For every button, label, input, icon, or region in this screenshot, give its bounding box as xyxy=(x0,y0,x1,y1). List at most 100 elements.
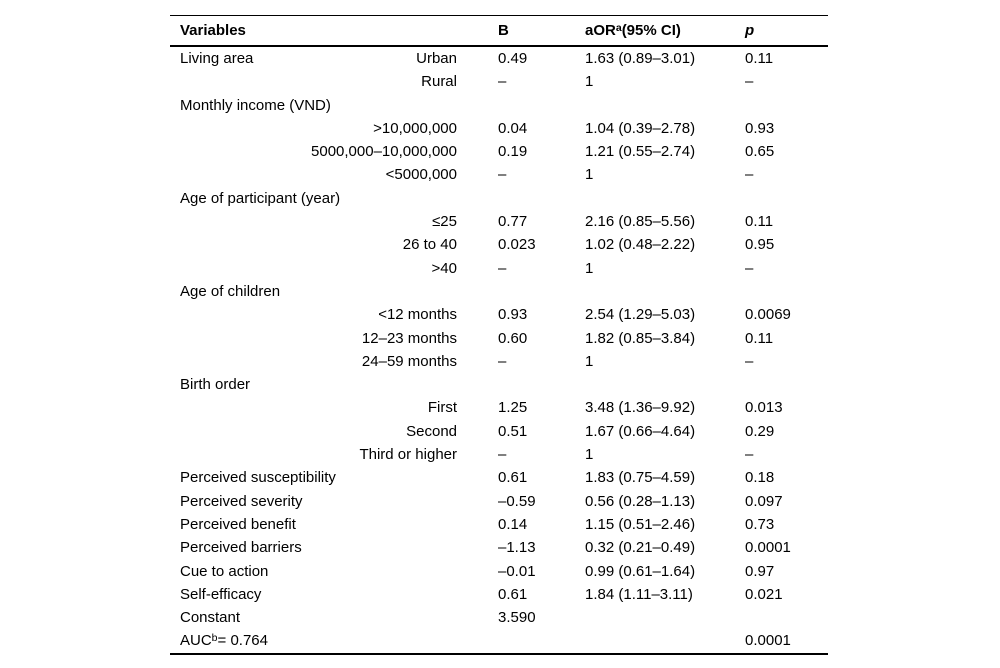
category-label: 24–59 months xyxy=(361,352,457,370)
table-row: Perceived severity –0.59 0.56 (0.28–1.13) 0… xyxy=(170,490,828,513)
variable-cell-content: >40 xyxy=(180,257,457,280)
category-label: First xyxy=(427,399,457,417)
superscript-note-a: a xyxy=(615,21,622,34)
table-row: Living area Urban 0.49 1.63 (0.89–3.01) 0.11 xyxy=(170,46,828,70)
table-row: Birth order xyxy=(170,373,828,396)
variable-cell: Perceived susceptibility xyxy=(170,466,498,489)
b-value-cell xyxy=(498,187,585,210)
b-value-cell: –0.01 xyxy=(498,562,536,580)
header-p: p xyxy=(745,15,828,47)
variable-label: Monthly income (VND) xyxy=(180,96,331,114)
p-value-cell: 0.93 xyxy=(745,119,775,137)
aor-value-cell: 1 xyxy=(585,166,594,184)
table-row: Age of participant (year) xyxy=(170,187,828,210)
variable-cell-content: 5000,000–10,000,000 xyxy=(180,140,457,163)
variable-cell: Third or higher xyxy=(170,443,498,466)
aor-value-cell xyxy=(585,629,745,653)
p-value-cell: 0.95 xyxy=(745,236,775,254)
p-value-cell: 0.013 xyxy=(745,399,783,417)
aor-value-cell: 1.82 (0.85–3.84) xyxy=(585,329,696,347)
table-row: Third or higher – 1 – xyxy=(170,443,828,466)
category-label: 5000,000–10,000,000 xyxy=(311,143,457,161)
table-header: Variables B aORa(95% CI) p xyxy=(170,15,828,47)
aor-value-cell: 1.02 (0.48–2.22) xyxy=(585,236,696,254)
table-row: AUC b = 0.764 0.0001 xyxy=(170,629,828,653)
b-value-cell: – xyxy=(498,352,507,370)
table-row: Perceived benefit 0.14 1.15 (0.51–2.46) 0.7… xyxy=(170,513,828,536)
category-label: 26 to 40 xyxy=(402,236,457,254)
table-row: >10,000,000 0.04 1.04 (0.39–2.78) 0.93 xyxy=(170,117,828,140)
category-label: Second xyxy=(406,422,457,440)
p-value-cell xyxy=(745,94,828,117)
p-value-cell: 0.021 xyxy=(745,585,783,603)
variable-cell-content: Age of participant (year) xyxy=(180,187,457,210)
variable-cell: Perceived benefit xyxy=(170,513,498,536)
variable-cell-content: First xyxy=(180,396,457,419)
b-value-cell xyxy=(498,280,585,303)
variable-cell-content: Perceived susceptibility xyxy=(180,466,457,489)
variable-label: AUC xyxy=(180,632,212,650)
variable-cell: Second xyxy=(170,420,498,443)
variable-cell: 26 to 40 xyxy=(170,233,498,256)
variable-cell: ≤25 xyxy=(170,210,498,233)
aor-value-cell: 0.32 (0.21–0.49) xyxy=(585,539,696,557)
b-value-cell: 3.590 xyxy=(498,609,536,627)
category-label: <5000,000 xyxy=(385,166,457,184)
category-label: Rural xyxy=(421,73,457,91)
p-value-cell xyxy=(745,373,828,396)
variable-label: Birth order xyxy=(180,376,251,394)
aor-value-cell: 1.84 (1.11–3.11) xyxy=(585,585,693,603)
variable-cell-content: Birth order xyxy=(180,373,457,396)
variable-label: Age of participant (year) xyxy=(180,189,341,207)
variable-cell: Age of children xyxy=(170,280,498,303)
variable-cell: Birth order xyxy=(170,373,498,396)
b-value-cell: 0.19 xyxy=(498,143,528,161)
b-value-cell: 0.04 xyxy=(498,119,528,137)
variable-cell: <5000,000 xyxy=(170,163,498,186)
b-value-cell: 0.023 xyxy=(498,236,536,254)
table-row: Constant 3.590 xyxy=(170,606,828,629)
variable-cell: First xyxy=(170,396,498,419)
aor-value-cell: 1.21 (0.55–2.74) xyxy=(585,143,696,161)
header-aor-suffix: (95% CI) xyxy=(621,22,681,39)
variable-cell: 5000,000–10,000,000 xyxy=(170,140,498,163)
b-value-cell: – xyxy=(498,446,507,464)
aor-value-cell: 1.83 (0.75–4.59) xyxy=(585,469,696,487)
b-value-cell: – xyxy=(498,259,507,277)
variable-cell-content: Constant xyxy=(180,606,457,629)
variable-cell-content: Monthly income (VND) xyxy=(180,94,457,117)
variable-cell-content: Rural xyxy=(180,70,457,93)
aor-value-cell: 1.04 (0.39–2.78) xyxy=(585,119,696,137)
variable-cell: AUC b = 0.764 xyxy=(170,629,498,653)
variable-cell-content: Perceived severity xyxy=(180,490,457,513)
variable-label: Perceived barriers xyxy=(180,539,302,557)
regression-results-table: Variables B aORa(95% CI) p Living area Ur… xyxy=(170,15,828,655)
b-value-cell: 0.51 xyxy=(498,422,528,440)
table-body: Living area Urban 0.49 1.63 (0.89–3.01) 0.11… xyxy=(170,46,828,654)
p-value-cell: – xyxy=(745,446,754,464)
variable-cell: Perceived severity xyxy=(170,490,498,513)
p-value-cell: 0.18 xyxy=(745,469,775,487)
variable-cell: <12 months xyxy=(170,303,498,326)
table-row: Age of children xyxy=(170,280,828,303)
variable-cell-content: <5000,000 xyxy=(180,163,457,186)
variable-label: Age of children xyxy=(180,282,281,300)
p-value-cell: 0.097 xyxy=(745,492,783,510)
category-label: 12–23 months xyxy=(361,329,457,347)
variable-cell-content: Perceived benefit xyxy=(180,513,457,536)
table-row: Cue to action –0.01 0.99 (0.61–1.64) 0.97 xyxy=(170,560,828,583)
variable-cell-content: Cue to action xyxy=(180,560,457,583)
header-row: Variables B aORa(95% CI) p xyxy=(170,15,828,47)
table-row: Self-efficacy 0.61 1.84 (1.11–3.11) 0.021 xyxy=(170,583,828,606)
table-row: 24–59 months – 1 – xyxy=(170,350,828,373)
b-value-cell: 0.61 xyxy=(498,469,528,487)
b-value-cell: 0.93 xyxy=(498,306,528,324)
aor-value-cell: 1.63 (0.89–3.01) xyxy=(585,50,696,67)
variable-label: Constant xyxy=(180,609,241,627)
variable-cell-content: Living area Urban xyxy=(180,47,457,70)
b-value-cell: –0.59 xyxy=(498,492,536,510)
variable-cell: 24–59 months xyxy=(170,350,498,373)
variable-label: Living area xyxy=(180,50,254,67)
header-b: B xyxy=(498,15,585,47)
